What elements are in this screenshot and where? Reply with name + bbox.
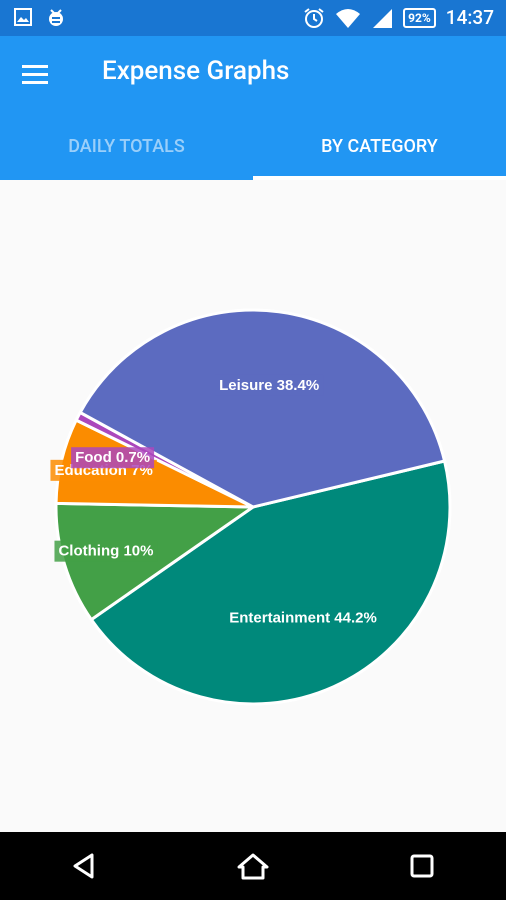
pie-slice-entertainment[interactable] xyxy=(89,459,452,706)
slice-label-text: Entertainment 44.2% xyxy=(229,609,377,626)
chart-area: Entertainment 44.2% Clothing 10% Education… xyxy=(0,180,506,832)
back-icon xyxy=(73,853,94,879)
slice-label-clothing: Clothing 10% xyxy=(54,540,158,562)
menu-icon[interactable] xyxy=(22,62,54,90)
pie-chart[interactable]: Entertainment 44.2%Clothing 10%Education… xyxy=(0,180,506,832)
battery-indicator: 92% xyxy=(403,7,436,28)
pie-slice-leisure[interactable] xyxy=(78,308,447,509)
back-button[interactable] xyxy=(54,836,114,896)
navigation-bar xyxy=(0,832,506,900)
signal-icon xyxy=(373,8,393,28)
tab-by-category[interactable]: BY CATEGORY xyxy=(253,124,506,180)
slice-label-background xyxy=(54,540,158,562)
slice-label-text: Food 0.7% xyxy=(75,449,150,466)
page-title: Expense Graphs xyxy=(102,56,290,86)
recents-button[interactable] xyxy=(392,836,452,896)
wifi-icon xyxy=(336,8,361,28)
alarm-icon xyxy=(304,7,324,28)
slice-label-entertainment: Entertainment 44.2% xyxy=(225,607,381,629)
tab-daily-totals[interactable]: DAILY TOTALS xyxy=(68,136,185,157)
status-bar: 92% 14:37 xyxy=(0,0,506,36)
home-button[interactable] xyxy=(223,836,283,896)
slice-label-background xyxy=(71,447,155,469)
slice-label-text: Leisure 38.4% xyxy=(219,377,319,394)
image-icon xyxy=(14,8,32,26)
slice-label-food: Food 0.7% xyxy=(71,447,155,469)
slice-label-background xyxy=(215,374,324,396)
status-time: 14:37 xyxy=(445,6,494,29)
slice-label-background xyxy=(225,607,381,629)
tab-bar: DAILY TOTALS BY CATEGORY xyxy=(0,124,506,180)
recents-icon xyxy=(410,854,434,878)
app-bar: Expense Graphs DAILY TOTALS BY CATEGORY xyxy=(0,36,506,180)
debug-icon xyxy=(49,9,63,26)
slice-label-leisure: Leisure 38.4% xyxy=(215,374,324,396)
home-icon xyxy=(237,853,269,880)
slice-label-text: Clothing 10% xyxy=(58,543,153,560)
